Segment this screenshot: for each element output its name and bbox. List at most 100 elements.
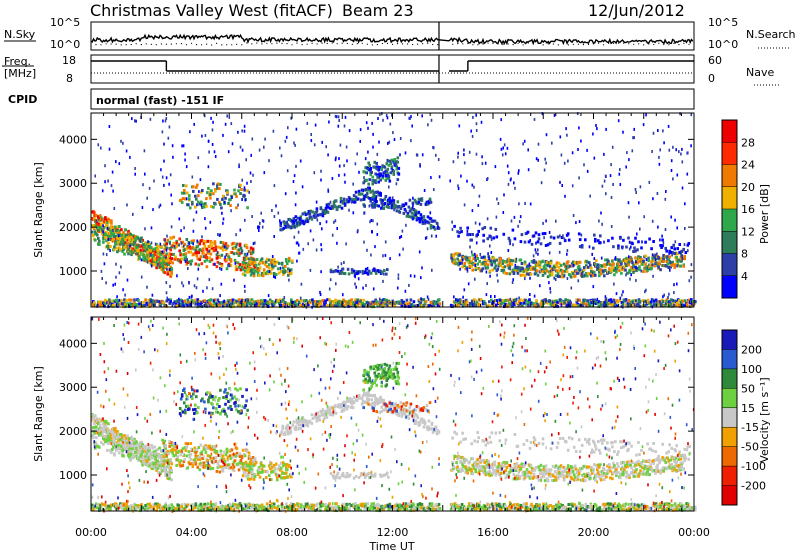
power-cell (437, 158, 440, 161)
power-cell (503, 143, 506, 147)
nsearch-trace-dot (371, 44, 373, 46)
nsearch-label: N.Search (746, 28, 796, 41)
power-cell (542, 221, 544, 225)
power-cell (393, 138, 396, 141)
power-cell (392, 205, 396, 209)
power-cell (122, 141, 124, 145)
power-cell (647, 256, 650, 260)
velocity-cell (169, 458, 172, 461)
power-cell (347, 199, 351, 203)
power-cell (203, 299, 207, 303)
power-cell (192, 189, 195, 193)
power-cell (238, 242, 242, 246)
power-cell (593, 233, 596, 237)
power-cell (310, 217, 314, 221)
power-cell (270, 267, 274, 271)
power-cell (556, 274, 560, 278)
power-cell (108, 147, 111, 151)
power-cell (565, 127, 567, 131)
power-cell (652, 274, 654, 278)
power-cell (670, 169, 673, 172)
power-cell (286, 169, 289, 173)
power-cell (225, 301, 229, 305)
power-cell (186, 191, 189, 195)
power-cell (223, 299, 226, 303)
power-cell (175, 304, 178, 308)
velocity-cell (151, 467, 154, 471)
power-cell (335, 207, 339, 211)
power-cell (680, 152, 682, 156)
power-cell (195, 254, 199, 258)
power-cell (360, 192, 364, 196)
power-cell (240, 249, 244, 253)
power-cell (165, 256, 167, 260)
power-cell (586, 148, 588, 152)
power-cell (323, 211, 327, 215)
power-cell (668, 148, 671, 152)
velocity-cell (203, 447, 207, 451)
power-cell (344, 303, 347, 307)
power-cell (249, 171, 252, 175)
power-cell (523, 262, 527, 266)
power-cell (95, 231, 98, 235)
power-cell (392, 172, 396, 176)
power-cell (475, 241, 478, 245)
power-cell (658, 300, 662, 304)
velocity-cell (164, 470, 167, 474)
power-colorbar-label: Power [dB] (758, 184, 771, 244)
power-cell (171, 302, 174, 306)
power-cell (312, 238, 315, 242)
power-cell (381, 176, 384, 180)
power-cell (586, 169, 589, 173)
power-cell (678, 250, 681, 254)
power-cell (662, 295, 664, 299)
power-cell (336, 304, 339, 308)
power-cell (560, 236, 564, 239)
velocity-cell (221, 467, 225, 471)
velocity-cell (206, 454, 210, 458)
power-cell (397, 276, 400, 280)
power-cell (237, 248, 241, 252)
power-cell (371, 189, 374, 193)
power-cell (495, 258, 499, 262)
velocity-cell (133, 448, 136, 452)
power-cell (203, 244, 207, 248)
power-cell (408, 283, 410, 287)
power-cell (385, 169, 389, 173)
velocity-cell (141, 463, 144, 467)
power-cell (218, 187, 221, 191)
power-cell (134, 119, 136, 123)
power-cell (493, 261, 497, 265)
power-cell (376, 222, 379, 226)
power-cell (187, 267, 189, 270)
power-cell (376, 173, 379, 177)
power-cell (404, 202, 408, 206)
power-cell (403, 207, 407, 211)
power-cell (397, 172, 401, 176)
power-cell (374, 172, 377, 176)
power-cell (366, 195, 370, 199)
power-cell (246, 270, 250, 274)
power-cell (309, 215, 313, 219)
power-cell (620, 304, 624, 308)
power-cell (470, 299, 474, 303)
power-cell (390, 200, 393, 203)
power-cell (578, 126, 580, 130)
power-cell (230, 209, 232, 213)
power-cell (246, 268, 250, 272)
power-cell (497, 264, 501, 268)
nsearch-trace-dot (271, 43, 273, 45)
cpid-label: CPID (8, 93, 37, 106)
power-cell (198, 242, 202, 246)
power-cell (560, 303, 563, 307)
power-cell (191, 200, 194, 204)
power-cell (302, 247, 305, 251)
power-cell (324, 301, 327, 305)
power-cell (548, 241, 552, 245)
power-cell (510, 302, 513, 306)
power-cell (197, 194, 200, 198)
power-cell (186, 261, 190, 264)
power-cell (409, 116, 411, 120)
velocity-cell (95, 425, 98, 429)
power-cell (566, 277, 569, 280)
